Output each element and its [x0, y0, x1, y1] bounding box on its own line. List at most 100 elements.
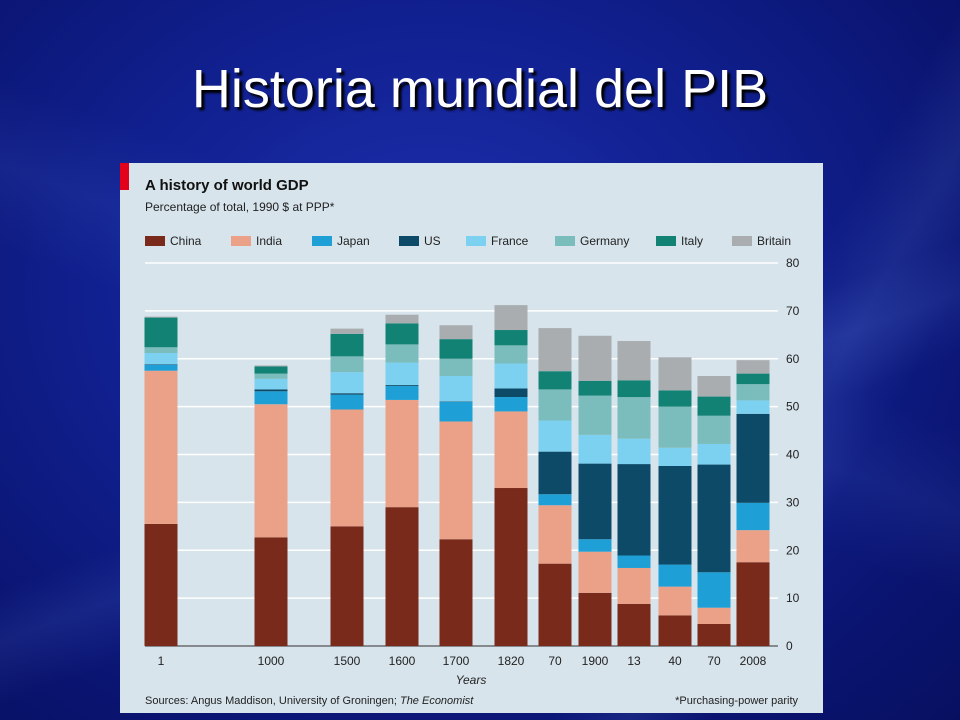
bar-segment-britain — [494, 305, 528, 331]
bar-segment-japan — [385, 386, 419, 400]
legend-swatch — [399, 236, 419, 246]
bar-segment-germany — [330, 356, 364, 373]
legend-item-germany: Germany — [555, 234, 629, 248]
bar-segment-india — [439, 421, 473, 540]
bar-segment-italy — [538, 371, 572, 390]
legend-label: US — [424, 234, 441, 248]
bar-segment-us — [658, 465, 692, 565]
bar-segment-china — [385, 507, 419, 646]
bar-segment-india — [658, 586, 692, 616]
bar-segment-india — [578, 551, 612, 593]
bar-segment-us — [330, 393, 364, 395]
bar-segment-italy — [658, 390, 692, 407]
bar-segment-india — [330, 409, 364, 527]
legend-label: Germany — [580, 234, 630, 248]
y-tick-label: 50 — [786, 400, 800, 414]
bar-segment-france — [494, 363, 528, 389]
legend-item-japan: Japan — [312, 234, 370, 248]
bar-segment-britain — [736, 360, 770, 374]
bar-segment-france — [736, 400, 770, 414]
bar-segment-india — [144, 370, 178, 524]
bar-segment-france — [385, 362, 419, 386]
bar-segment-china — [736, 562, 770, 646]
footnote: *Purchasing-power parity — [675, 695, 798, 707]
stacked-bar-chart: 0 10 20 30 40 50 60 70 80 1 1000 1500 1600 1700 1820 70… — [144, 256, 800, 668]
x-tick-label: 1600 — [389, 654, 416, 668]
bar-segment-japan — [697, 572, 731, 608]
bar-segment-china — [617, 603, 651, 646]
bar-segment-france — [439, 375, 473, 402]
x-axis-title: Years — [455, 673, 487, 687]
bar-segment-france — [578, 434, 612, 464]
source-text: Sources: Angus Maddison, University of G… — [145, 695, 400, 707]
bar-segment-britain — [144, 316, 178, 318]
bar-segment-china — [144, 523, 178, 646]
bar-segment-britain — [578, 335, 612, 381]
bar-segment-japan — [330, 394, 364, 410]
chart-panel: A history of world GDP Percentage of tot… — [120, 163, 823, 713]
bar-segment-japan — [254, 391, 288, 405]
x-tick-label: 2008 — [740, 654, 767, 668]
y-tick-label: 10 — [786, 591, 800, 605]
legend-label: Japan — [337, 234, 370, 248]
bar-segment-japan — [144, 364, 178, 371]
bar-segment-germany — [658, 406, 692, 448]
bar-segment-germany — [578, 395, 612, 435]
x-tick-label: 70 — [707, 654, 721, 668]
bar-segment-us — [494, 388, 528, 398]
bar-segment-italy — [254, 366, 288, 374]
source-note: Sources: Angus Maddison, University of G… — [145, 695, 473, 707]
bar-segment-us — [538, 451, 572, 495]
y-tick-label: 80 — [786, 256, 800, 270]
bar-segment-britain — [697, 375, 731, 397]
bar-segment-france — [144, 353, 178, 365]
legend-swatch — [656, 236, 676, 246]
bar-segment-japan — [494, 397, 528, 412]
legend-label: India — [256, 234, 283, 248]
y-tick-label: 0 — [786, 639, 793, 653]
bar-segment-china — [494, 488, 528, 646]
bar-segment-italy — [697, 396, 731, 416]
legend-item-india: India — [231, 234, 282, 248]
bar-segment-germany — [494, 345, 528, 364]
legend-item-britain: Britain — [732, 234, 791, 248]
red-tag-mark — [120, 163, 129, 190]
legend-swatch — [555, 236, 575, 246]
bar-segment-france — [617, 438, 651, 465]
chart-title: A history of world GDP — [145, 177, 309, 194]
bar-segment-italy — [617, 380, 651, 398]
bar-segment-italy — [578, 380, 612, 396]
bar-segment-china — [439, 539, 473, 646]
bar-segment-france — [254, 378, 288, 390]
legend-swatch — [312, 236, 332, 246]
x-tick-label: 40 — [668, 654, 682, 668]
bar-segment-us — [254, 389, 288, 392]
chart-subtitle: Percentage of total, 1990 $ at PPP* — [145, 200, 335, 214]
bar-segment-india — [697, 607, 731, 624]
y-tick-label: 70 — [786, 304, 800, 318]
bar-segment-italy — [494, 330, 528, 346]
bar-segment-japan — [736, 502, 770, 531]
legend-label: Italy — [681, 234, 704, 248]
bar-segment-china — [658, 615, 692, 646]
bar-segment-japan — [439, 401, 473, 422]
y-tick-label: 20 — [786, 543, 800, 557]
bar-segment-germany — [254, 373, 288, 379]
bar-segment-india — [254, 404, 288, 538]
bar-segment-germany — [697, 415, 731, 444]
bar-segment-japan — [658, 564, 692, 587]
bar-segment-china — [697, 623, 731, 646]
bar-segment-china — [578, 592, 612, 646]
y-tick-label: 30 — [786, 495, 800, 509]
bar-segment-india — [617, 567, 651, 604]
bar-segment-france — [538, 420, 572, 452]
bar-segment-us — [617, 464, 651, 556]
bar-segment-japan — [538, 494, 572, 506]
bar-segment-japan — [617, 555, 651, 568]
bar-segment-china — [538, 563, 572, 646]
x-tick-label: 1500 — [334, 654, 361, 668]
bar-segment-germany — [538, 389, 572, 421]
bar-segment-britain — [330, 328, 364, 334]
legend-label: Britain — [757, 234, 792, 248]
legend-swatch — [732, 236, 752, 246]
